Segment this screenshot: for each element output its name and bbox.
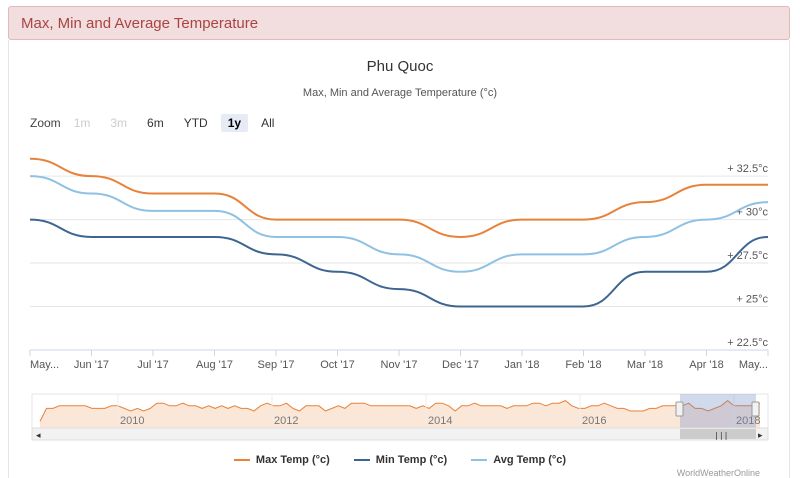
legend-item-min[interactable]: Min Temp (°c) (353, 454, 448, 466)
navigator-selection (680, 394, 756, 428)
y-tick-label: + 27.5°c (727, 250, 768, 262)
credits-text: WorldWeatherOnline (677, 468, 760, 478)
navigator-right-handle (751, 401, 760, 417)
scrollbar-grip: ||| (714, 431, 728, 440)
navigator-year-label: 2018 (736, 415, 760, 427)
y-tick-label: + 25°c (736, 294, 768, 306)
y-tick-label: + 32.5°c (727, 163, 768, 175)
legend-min-label: Min Temp (°c) (375, 454, 448, 466)
scrollbar-left-arrow: ◂ (36, 431, 41, 441)
zoom-label: Zoom (30, 116, 61, 130)
x-tick-label: Mar '18 (627, 359, 663, 371)
navigator-series-line (39, 399, 761, 422)
panel-body (8, 40, 790, 478)
min-temp-line (29, 218, 769, 308)
legend-item-max[interactable]: Max Temp (°c) (233, 454, 330, 466)
x-tick-label: May... (30, 359, 59, 371)
legend-max-swatch (233, 459, 250, 461)
zoom-1y-button[interactable]: 1y (220, 114, 249, 132)
x-tick-label: Oct '17 (320, 359, 355, 371)
zoom-selector: Zoom 1m 3m 6m YTD 1y All (30, 113, 287, 133)
legend-avg-label: Avg Temp (°c) (493, 454, 567, 466)
zoom-ytd-button[interactable]: YTD (183, 116, 208, 130)
x-tick-label: Jan '18 (504, 359, 539, 371)
x-tick-label: Nov '17 (381, 359, 418, 371)
panel-header: Max, Min and Average Temperature (8, 6, 790, 40)
x-tick-label: Apr '18 (689, 359, 724, 371)
zoom-all-button[interactable]: All (261, 116, 275, 130)
scrollbar-track (31, 427, 769, 441)
navigator-year-label: 2016 (582, 415, 606, 427)
y-tick-label: + 22.5°c (727, 337, 768, 349)
zoom-3m-button[interactable]: 3m (110, 116, 128, 130)
legend: Max Temp (°c) Min Temp (°c) Avg Temp (°c… (0, 454, 800, 466)
x-tick-label: May... (739, 359, 768, 371)
y-tick-label: + 30°c (736, 207, 768, 219)
panel-title: Max, Min and Average Temperature (21, 15, 259, 32)
max-temp-line (29, 157, 768, 238)
zoom-1m-button[interactable]: 1m (73, 116, 91, 130)
legend-min-swatch (353, 459, 370, 461)
legend-max-label: Max Temp (°c) (255, 454, 330, 466)
x-tick-label: Dec '17 (442, 359, 479, 371)
avg-temp-line (29, 175, 769, 273)
x-tick-label: Jul '17 (137, 359, 168, 371)
navigator-left-handle (675, 401, 684, 417)
x-tick-label: Aug '17 (196, 359, 233, 371)
scrollbar-thumb (680, 429, 756, 439)
legend-item-avg[interactable]: Avg Temp (°c) (471, 454, 566, 466)
legend-avg-swatch (471, 459, 488, 461)
zoom-6m-button[interactable]: 6m (147, 116, 164, 130)
x-tick-label: Jun '17 (74, 359, 109, 371)
scrollbar-right-arrow: ▸ (758, 431, 763, 441)
navigator-year-label: 2012 (274, 415, 298, 427)
x-tick-label: Feb '18 (565, 359, 601, 371)
navigator-year-label: 2014 (428, 415, 452, 427)
chart-title: Phu Quoc (366, 58, 434, 75)
x-tick-label: Sep '17 (258, 359, 295, 371)
chart-subtitle: Max, Min and Average Temperature (°c) (302, 87, 498, 99)
navigator-year-label: 2010 (120, 415, 144, 427)
